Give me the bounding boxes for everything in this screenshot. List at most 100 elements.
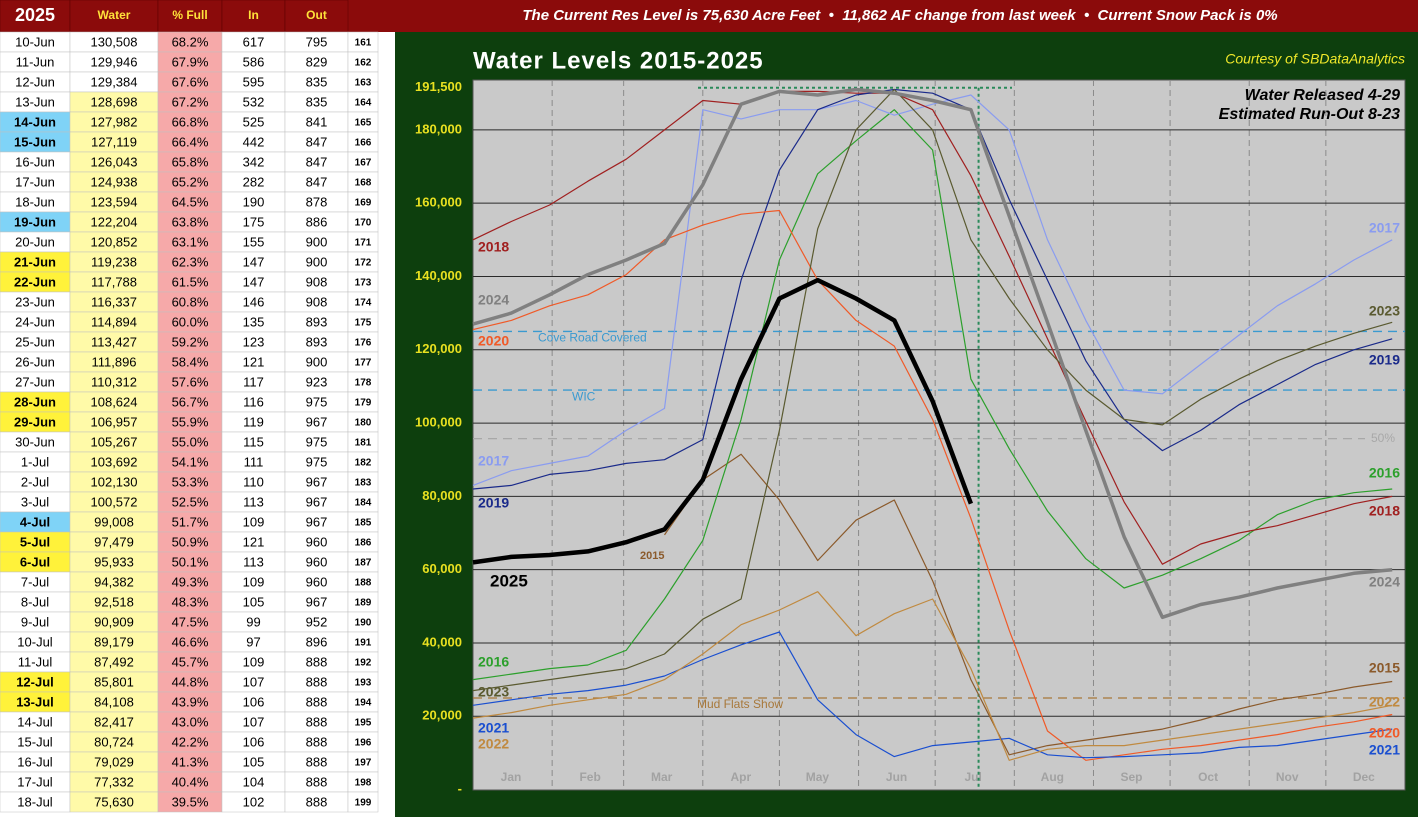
cell-text: 55.0% bbox=[172, 434, 209, 449]
cell-text: 84,108 bbox=[94, 694, 134, 709]
cell-text: 165 bbox=[355, 118, 372, 129]
series-label: 2017 bbox=[1369, 220, 1400, 236]
x-tick-label: Aug bbox=[1041, 770, 1064, 784]
cell-text: 13-Jul bbox=[16, 694, 54, 709]
cell-text: 52.5% bbox=[172, 494, 209, 509]
cell-text: 170 bbox=[355, 218, 372, 229]
cell-text: 177 bbox=[355, 358, 372, 369]
y-tick-label: 160,000 bbox=[415, 195, 462, 210]
cell-text: 171 bbox=[355, 238, 372, 249]
cell-text: 40.4% bbox=[172, 774, 209, 789]
cell-text: 99 bbox=[246, 614, 260, 629]
reference-label: Cove Road Covered bbox=[538, 331, 647, 345]
cell-text: 2-Jul bbox=[21, 474, 49, 489]
series-line bbox=[472, 277, 974, 565]
cell-text: 25-Jun bbox=[15, 334, 55, 349]
cell-text: 829 bbox=[306, 54, 328, 69]
cell-text: 847 bbox=[306, 154, 328, 169]
cell-text: 128,698 bbox=[91, 94, 138, 109]
cell-text: 17-Jul bbox=[17, 774, 53, 789]
cell-text: 186 bbox=[355, 538, 372, 549]
series-label: 2024 bbox=[478, 292, 509, 308]
cell-text: 12-Jul bbox=[16, 674, 54, 689]
reference-label: Mud Flats Show bbox=[697, 697, 783, 711]
cell-text: 68.2% bbox=[172, 34, 209, 49]
cell-text: 3-Jul bbox=[21, 494, 49, 509]
x-tick-label: Jun bbox=[886, 770, 907, 784]
series-label: 2021 bbox=[1369, 742, 1400, 758]
y-tick-label: 20,000 bbox=[422, 708, 462, 723]
cell-text: 108,624 bbox=[91, 394, 138, 409]
cell-text: 193 bbox=[355, 678, 372, 689]
cell-text: 28-Jun bbox=[14, 394, 56, 409]
header-cell bbox=[284, 0, 349, 33]
cell-text: 146 bbox=[243, 294, 265, 309]
cell-text: 79,029 bbox=[94, 754, 134, 769]
series-label: 2018 bbox=[478, 239, 509, 255]
cell-text: 147 bbox=[243, 254, 265, 269]
cell-text: 54.1% bbox=[172, 454, 209, 469]
cell-text: 85,801 bbox=[94, 674, 134, 689]
cell-text: 975 bbox=[306, 454, 328, 469]
cell-text: 129,384 bbox=[91, 74, 138, 89]
cell-text: 4-Jul bbox=[20, 514, 50, 529]
cell-text: 198 bbox=[355, 778, 372, 789]
cell-text: 111 bbox=[244, 454, 264, 469]
cell-text: 893 bbox=[306, 334, 328, 349]
series-label: 2019 bbox=[1369, 352, 1400, 368]
cell-text: 155 bbox=[243, 234, 265, 249]
cell-text: 21-Jun bbox=[14, 254, 56, 269]
cell-text: 182 bbox=[355, 458, 372, 469]
x-tick-label: Apr bbox=[730, 770, 751, 784]
cell-text: 174 bbox=[355, 298, 372, 309]
cell-text: 87,492 bbox=[94, 654, 134, 669]
cell-text: 183 bbox=[355, 478, 372, 489]
cell-text: 6-Jul bbox=[20, 554, 50, 569]
cell-text: 110,312 bbox=[91, 374, 137, 389]
cell-text: 617 bbox=[243, 34, 265, 49]
cell-text: 122,204 bbox=[91, 214, 138, 229]
chart-title: Water Levels 2015-2025 bbox=[473, 47, 764, 74]
cell-text: 161 bbox=[355, 38, 372, 49]
cell-text: 10-Jun bbox=[15, 34, 55, 49]
cell-text: 168 bbox=[355, 178, 372, 189]
cell-text: 908 bbox=[306, 274, 328, 289]
cell-text: 13-Jun bbox=[15, 94, 55, 109]
cell-text: 166 bbox=[355, 138, 372, 149]
cell-text: 169 bbox=[355, 198, 372, 209]
cell-text: 107 bbox=[243, 714, 265, 729]
cell-text: 886 bbox=[306, 214, 328, 229]
cell-text: 187 bbox=[355, 558, 372, 569]
cell-text: 105,267 bbox=[91, 434, 138, 449]
cell-text: 106 bbox=[243, 734, 265, 749]
cell-text: 900 bbox=[306, 234, 328, 249]
cell-text: 106,957 bbox=[91, 414, 138, 429]
x-tick-label: Mar bbox=[651, 770, 673, 784]
cell-text: 116,337 bbox=[91, 294, 137, 309]
series-line bbox=[472, 591, 1393, 761]
series-label: 2017 bbox=[478, 453, 509, 469]
cell-text: 66.8% bbox=[172, 114, 209, 129]
cell-text: 532 bbox=[243, 94, 265, 109]
series-label: 2015 bbox=[640, 550, 664, 562]
cell-text: 162 bbox=[355, 58, 372, 69]
series-line bbox=[472, 94, 1393, 486]
reference-label: 50% bbox=[1371, 431, 1395, 445]
cell-text: 105 bbox=[243, 754, 265, 769]
cell-text: 9-Jul bbox=[21, 614, 49, 629]
header-label: In bbox=[248, 8, 259, 22]
cell-text: 147 bbox=[243, 274, 265, 289]
series-label: 2020 bbox=[478, 333, 509, 349]
cell-text: 55.9% bbox=[172, 414, 209, 429]
cell-text: 23-Jun bbox=[15, 294, 55, 309]
cell-text: 175 bbox=[243, 214, 265, 229]
cell-text: 121 bbox=[243, 534, 265, 549]
y-tick-label: 80,000 bbox=[422, 488, 462, 503]
cell-text: 119,238 bbox=[91, 254, 137, 269]
cell-text: 105 bbox=[243, 594, 265, 609]
cell-text: 43.0% bbox=[172, 714, 209, 729]
cell-text: 121 bbox=[243, 354, 265, 369]
series-label: 2022 bbox=[478, 736, 509, 752]
cell-text: 107 bbox=[243, 674, 265, 689]
cell-text: 586 bbox=[243, 54, 265, 69]
